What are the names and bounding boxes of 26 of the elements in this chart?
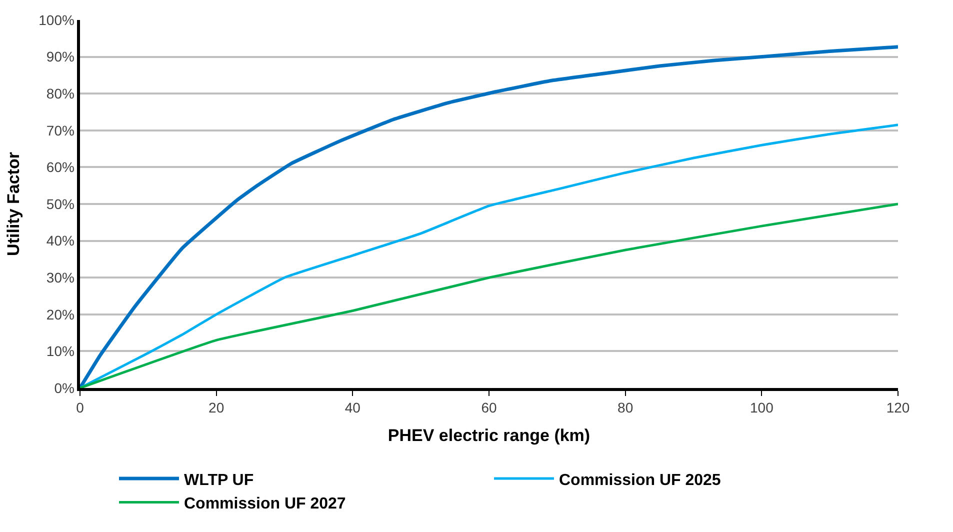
x-tick-label: 40 bbox=[344, 400, 361, 416]
x-tick-label: 60 bbox=[481, 400, 497, 416]
y-tick-label: 60% bbox=[46, 159, 74, 176]
x-tick-label: 20 bbox=[208, 400, 224, 416]
legend-label: Commission UF 2027 bbox=[184, 496, 346, 513]
y-tick-label: 50% bbox=[46, 196, 74, 212]
y-tick-label: 80% bbox=[46, 86, 74, 102]
y-tick-label: 20% bbox=[46, 306, 74, 322]
legend-label: Commission UF 2025 bbox=[559, 472, 721, 489]
y-tick-label: 40% bbox=[46, 232, 74, 249]
x-tick-label: 100 bbox=[750, 400, 774, 416]
y-tick-label: 90% bbox=[46, 48, 74, 65]
legend-label: WLTP UF bbox=[184, 472, 254, 489]
x-tick-label: 120 bbox=[886, 400, 910, 416]
y-tick-label: 0% bbox=[54, 380, 74, 396]
x-tick-label: 80 bbox=[618, 400, 634, 416]
x-axis-title: PHEV electric range (km) bbox=[388, 426, 590, 445]
line-series bbox=[80, 124, 898, 388]
line-series bbox=[80, 45, 898, 388]
line-series bbox=[80, 202, 898, 388]
y-tick-label: 30% bbox=[46, 270, 74, 286]
y-tick-label: 10% bbox=[46, 343, 74, 360]
y-tick-label: 70% bbox=[46, 122, 74, 138]
y-axis-title: Utility Factor bbox=[4, 152, 24, 256]
y-tick-label: 100% bbox=[38, 12, 74, 28]
x-tick-label: 0 bbox=[76, 400, 84, 416]
